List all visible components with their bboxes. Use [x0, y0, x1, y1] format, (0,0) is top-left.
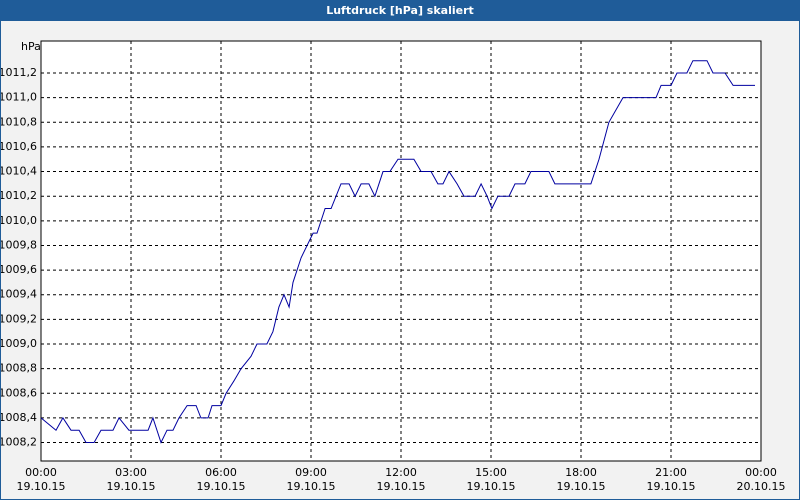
y-tick-label: 1010,8 [1, 115, 37, 128]
x-tick-label: 06:00 19.10.15 [196, 466, 246, 493]
y-tick-label: 1008,2 [1, 436, 37, 449]
y-tick-label: 1008,8 [1, 362, 37, 375]
x-tick-label: 00:00 19.10.15 [16, 466, 66, 493]
y-tick-label: 1009,8 [1, 238, 37, 251]
x-tick-label: 15:00 19.10.15 [466, 466, 516, 493]
y-tick-label: 1011,2 [1, 66, 37, 79]
x-tick-label: 03:00 19.10.15 [106, 466, 156, 493]
x-tick-label: 00:00 20.10.15 [736, 466, 786, 493]
y-tick-label: 1010,0 [1, 214, 37, 227]
y-tick-label: 1009,2 [1, 312, 37, 325]
x-tick-label: 12:00 19.10.15 [376, 466, 426, 493]
line [40, 60, 755, 444]
y-axis-label: hPa [21, 40, 41, 53]
y-tick-label: 1010,6 [1, 140, 37, 153]
title-bar: Luftdruck [hPa] skaliert [1, 1, 799, 21]
x-tick-label: 18:00 19.10.15 [556, 466, 606, 493]
y-tick-label: 1008,6 [1, 386, 37, 399]
x-tick-label: 09:00 19.10.15 [286, 466, 336, 493]
y-tick-label: 1009,4 [1, 288, 37, 301]
y-tick-label: 1009,6 [1, 263, 37, 276]
x-tick-label: 21:00 19.10.15 [646, 466, 696, 493]
y-tick-label: 1009,0 [1, 337, 37, 350]
y-tick-label: 1008,4 [1, 411, 37, 424]
y-tick-label: 1010,2 [1, 189, 37, 202]
y-tick-label: 1010,4 [1, 165, 37, 178]
y-tick-label: 1011,0 [1, 91, 37, 104]
